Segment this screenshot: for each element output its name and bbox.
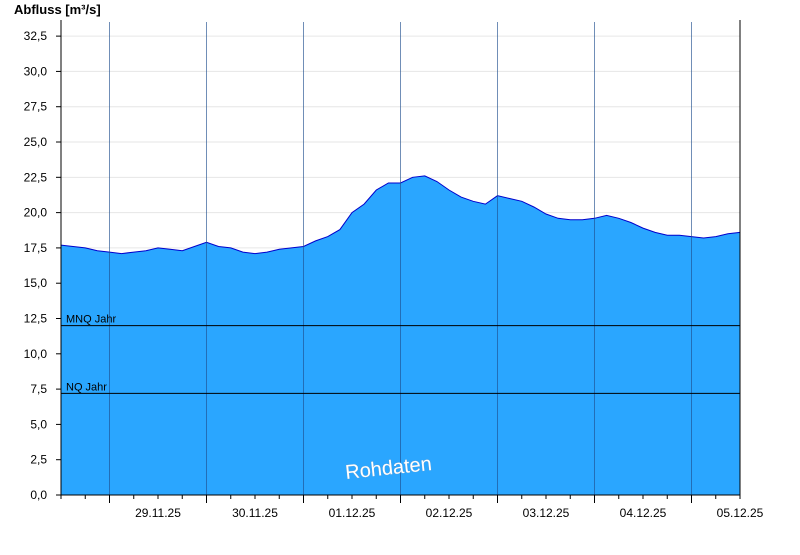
y-tick-label: 5,0 bbox=[30, 417, 47, 431]
y-tick-label: 25,0 bbox=[24, 135, 48, 149]
y-tick-label: 0,0 bbox=[30, 488, 47, 502]
y-tick-label: 27,5 bbox=[24, 100, 48, 114]
y-axis-title: Abfluss [m³/s] bbox=[14, 2, 101, 17]
x-tick-label: 02.12.25 bbox=[426, 506, 473, 520]
reference-line-label: NQ Jahr bbox=[66, 381, 107, 393]
reference-lines: MNQ Jahr NQ Jahr bbox=[61, 314, 740, 394]
x-tick-label: 05.12.25 bbox=[717, 506, 764, 520]
y-tick-label: 7,5 bbox=[30, 382, 47, 396]
x-tick-label: 03.12.25 bbox=[523, 506, 570, 520]
y-tick-label: 22,5 bbox=[24, 170, 48, 184]
y-tick-label: 10,0 bbox=[24, 347, 48, 361]
reference-line-label: MNQ Jahr bbox=[66, 314, 116, 326]
x-tick-label: 04.12.25 bbox=[620, 506, 667, 520]
y-axis: 0,0 2,5 5,0 7,5 10,0 12,5 15,0 17,5 20,0 22,5 25,0… bbox=[24, 29, 61, 502]
y-tick-label: 20,0 bbox=[24, 206, 48, 220]
y-tick-label: 30,0 bbox=[24, 64, 48, 78]
x-tick-label: 01.12.25 bbox=[329, 506, 376, 520]
discharge-series bbox=[60, 22, 741, 495]
x-tick-label: 29.11.25 bbox=[135, 506, 181, 520]
x-axis: 29.11.25 30.11.25 01.12.25 02.12.25 03.12.25… bbox=[60, 495, 764, 520]
x-tick-label: 30.11.25 bbox=[232, 506, 278, 520]
y-tick-label: 2,5 bbox=[30, 453, 47, 467]
y-tick-label: 17,5 bbox=[24, 241, 48, 255]
y-tick-label: 32,5 bbox=[24, 29, 48, 43]
y-tick-label: 12,5 bbox=[24, 312, 48, 326]
y-tick-label: 15,0 bbox=[24, 276, 48, 290]
